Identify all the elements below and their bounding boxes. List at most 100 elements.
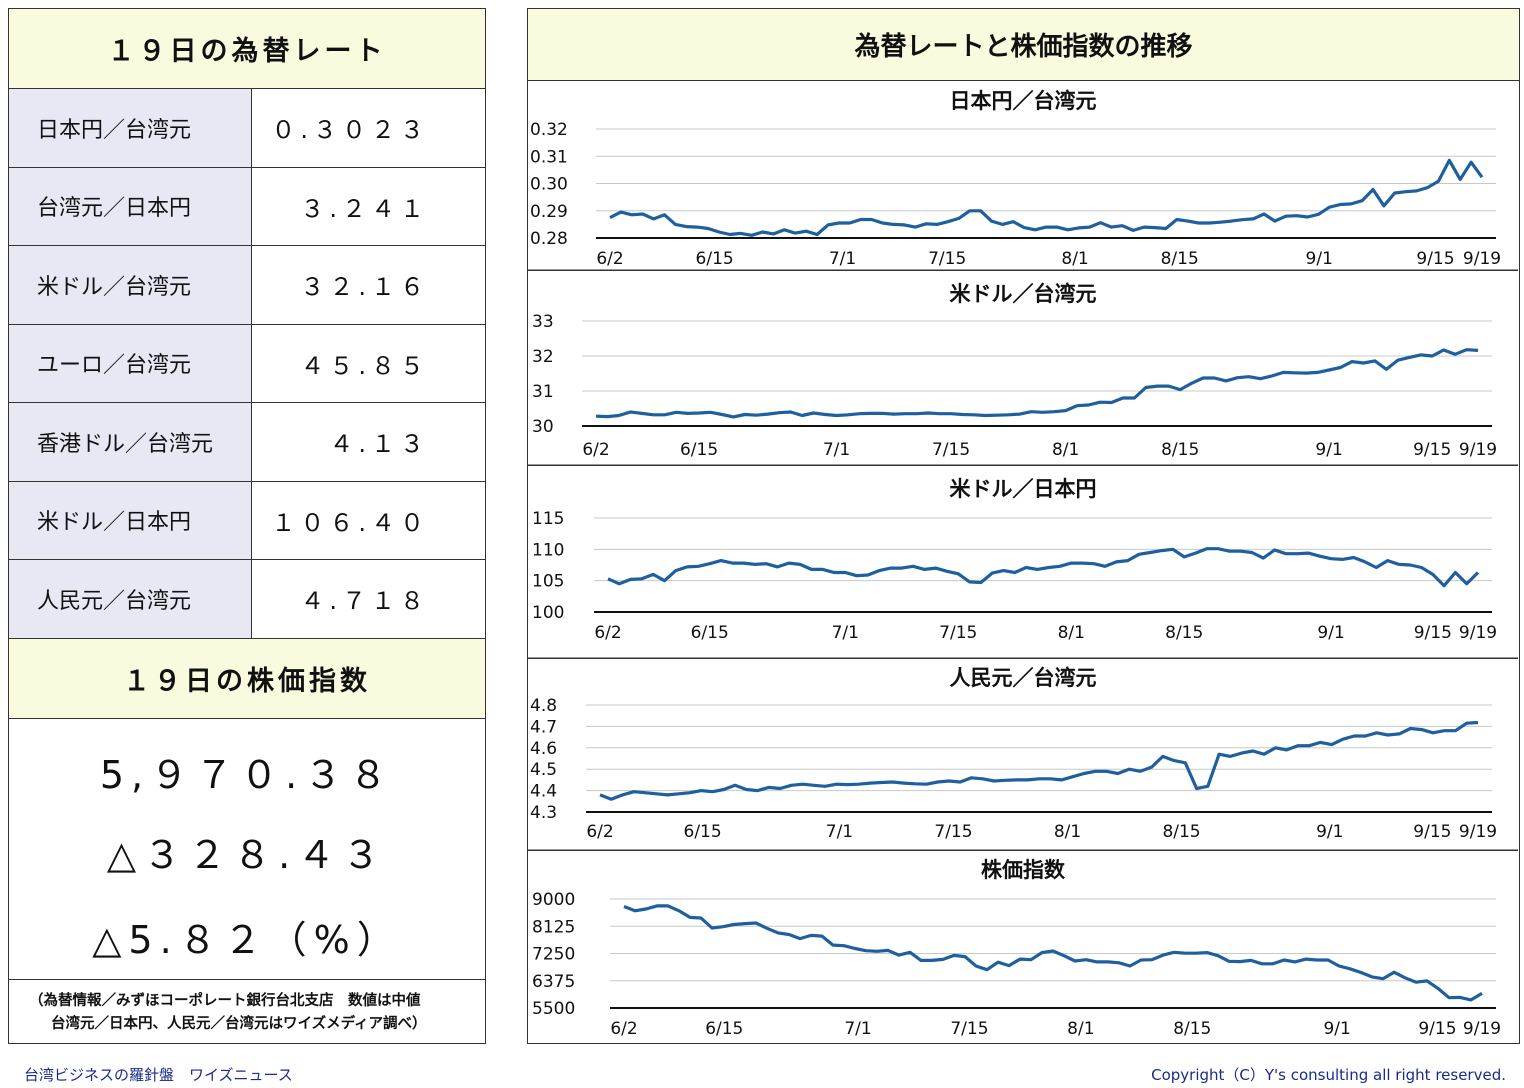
x-tick-label: 9/1	[1315, 440, 1342, 460]
x-tick-label: 9/15	[1416, 249, 1454, 269]
rate-label: 人民元／台湾元	[9, 560, 252, 638]
chart-cny-twd: 人民元／台湾元 4.8 4.7 4.6 4.5 4.4 4.3 6/2 6/15 7/1 7/15 8…	[528, 659, 1519, 851]
x-tick-label: 7/1	[829, 249, 856, 269]
right-panel: 為替レートと株価指数の推移 日本円／台湾元 0.32 0.31 0.30 0.29 0.2…	[527, 8, 1520, 1044]
rate-label: 日本円／台湾元	[9, 89, 252, 167]
x-tick-label: 8/1	[1061, 249, 1088, 269]
x-tick-label: 8/15	[1162, 822, 1200, 842]
y-tick-label: 0.28	[530, 229, 568, 249]
y-tick-label: 32	[532, 347, 554, 367]
rate-value: ４５.８５	[300, 351, 429, 380]
x-tick-label: 9/15	[1413, 440, 1451, 460]
x-tick-label: 9/19	[1463, 249, 1501, 269]
x-tick-label: 9/19	[1459, 623, 1497, 643]
x-tick-label: 6/15	[691, 623, 729, 643]
y-tick-label: 0.29	[530, 202, 568, 222]
y-tick-label: 4.4	[530, 782, 557, 802]
x-tick-label: 7/1	[844, 1019, 871, 1039]
stock-change-percent: △5.８２（%）	[92, 918, 402, 962]
y-tick-label: 4.6	[530, 739, 557, 759]
rate-label: 米ドル／日本円	[9, 481, 252, 559]
stock-index-value: 5,９７０.３８	[99, 753, 395, 797]
chart-svg: 株価指数 9000 8125 7250 6375 5500 6/2 6/15 7/1 7/15 8/…	[532, 858, 1501, 1039]
x-tick-label: 9/19	[1459, 440, 1497, 460]
x-tick-label: 6/2	[596, 249, 623, 269]
source-note-line: （為替情報／みずほコーポレート銀行台北支店 数値は中値	[29, 993, 421, 1009]
x-tick-label: 8/1	[1067, 1019, 1094, 1039]
y-tick-label: 33	[532, 312, 554, 332]
x-tick-label: 7/15	[950, 1019, 988, 1039]
rate-row: 台湾元／日本円 ３.２４１	[9, 167, 485, 246]
footer-copyright: Copyright（C）Y's consulting all right res…	[1151, 1066, 1506, 1084]
rate-value: １０６.４０	[271, 508, 429, 537]
chart-stock-index: 株価指数 9000 8125 7250 6375 5500 6/2 6/15 7/1 7/15 8/…	[528, 851, 1519, 1043]
x-tick-label: 6/2	[586, 822, 613, 842]
x-tick-label: 8/1	[1054, 822, 1081, 842]
rates-title: １９日の為替レート	[9, 9, 485, 89]
x-tick-label: 8/1	[1058, 623, 1085, 643]
x-tick-label: 6/2	[582, 440, 609, 460]
x-tick-label: 7/1	[832, 623, 859, 643]
rate-label: 米ドル／台湾元	[9, 246, 252, 324]
x-tick-label: 9/15	[1413, 822, 1451, 842]
rate-value: ３.２４１	[300, 194, 429, 223]
chart-svg: 米ドル／日本円 115 110 105 100 6/2 6/15 7/1 7/15 8/1 8/15…	[528, 477, 1518, 659]
stock-change-value: △３２８.４３	[106, 833, 388, 877]
rate-row: 米ドル／日本円 １０６.４０	[9, 481, 485, 560]
y-tick-label: 7250	[532, 945, 575, 965]
x-tick-label: 6/15	[684, 822, 722, 842]
series-line	[595, 348, 1479, 419]
x-tick-label: 9/19	[1463, 1019, 1501, 1039]
x-tick-label: 7/1	[823, 440, 850, 460]
x-tick-label: 9/1	[1306, 249, 1333, 269]
chart-svg: 人民元／台湾元 4.84.74.64.54.44.3 6/2 6/15 7/1 7/15 8…	[528, 666, 1518, 851]
x-tick-label: 6/2	[594, 623, 621, 643]
rate-row: 米ドル／台湾元 ３２.１６	[9, 246, 485, 325]
x-tick-label: 6/2	[610, 1019, 637, 1039]
y-tick-label: 5500	[532, 999, 575, 1019]
rate-label: ユーロ／台湾元	[9, 324, 252, 402]
chart-title: 人民元／台湾元	[950, 666, 1097, 690]
chart-jpy-twd: 日本円／台湾元 0.32 0.31 0.30 0.29 0.28 6/2 6/15 7/1 7/1…	[528, 81, 1519, 271]
x-tick-label: 8/1	[1052, 440, 1079, 460]
stock-title: １９日の株価指数	[9, 639, 485, 719]
rate-value: ４.１３	[329, 430, 429, 459]
x-tick-label: 9/1	[1316, 822, 1343, 842]
rate-row: 香港ドル／台湾元 ４.１３	[9, 403, 485, 482]
x-tick-label: 8/15	[1165, 623, 1203, 643]
x-tick-label: 7/15	[939, 623, 977, 643]
y-tick-label: 6375	[532, 972, 575, 992]
chart-title: 米ドル／日本円	[950, 477, 1097, 501]
x-tick-label: 9/1	[1323, 1019, 1350, 1039]
y-tick-label: 115	[532, 509, 564, 529]
x-tick-label: 6/15	[680, 440, 718, 460]
source-note-line: 台湾元／日本円、人民元／台湾元はワイズメディア調べ）	[51, 1016, 427, 1032]
x-tick-label: 9/1	[1317, 623, 1344, 643]
x-tick-label: 9/19	[1459, 822, 1497, 842]
y-tick-label: 4.8	[530, 696, 557, 716]
x-tick-label: 7/15	[932, 440, 970, 460]
x-tick-label: 9/15	[1414, 623, 1452, 643]
y-tick-label: 31	[532, 382, 554, 402]
chart-title: 米ドル／台湾元	[950, 282, 1097, 306]
chart-title: 日本円／台湾元	[950, 89, 1097, 113]
y-tick-label: 105	[532, 572, 564, 592]
rate-label: 台湾元／日本円	[9, 167, 252, 245]
series-line	[607, 547, 1480, 588]
rate-row: ユーロ／台湾元 ４５.８５	[9, 324, 485, 403]
chart-usd-twd: 米ドル／台湾元 33 32 31 30 6/2 6/15 7/1 7/15 8/1 8/15 9/1 9…	[528, 271, 1519, 466]
chart-usd-jpy: 米ドル／日本円 115 110 105 100 6/2 6/15 7/1 7/15 8/1 8/15…	[528, 466, 1519, 659]
y-tick-label: 4.5	[530, 760, 557, 780]
y-tick-label: 110	[532, 540, 564, 560]
rate-value: ３２.１６	[300, 273, 429, 302]
footer-brand: 台湾ビジネスの羅針盤 ワイズニュース	[24, 1066, 293, 1084]
rate-label: 香港ドル／台湾元	[9, 403, 252, 481]
y-tick-label: 0.32	[530, 120, 568, 140]
x-tick-label: 7/15	[934, 822, 972, 842]
y-tick-label: 4.3	[530, 803, 557, 823]
chart-svg: 日本円／台湾元 0.32 0.31 0.30 0.29 0.28 6/2 6/15 7/1 7/1…	[528, 89, 1518, 271]
x-tick-label: 6/15	[705, 1019, 743, 1039]
series-line	[609, 158, 1484, 237]
rate-value: ０.３０２３	[271, 116, 429, 145]
